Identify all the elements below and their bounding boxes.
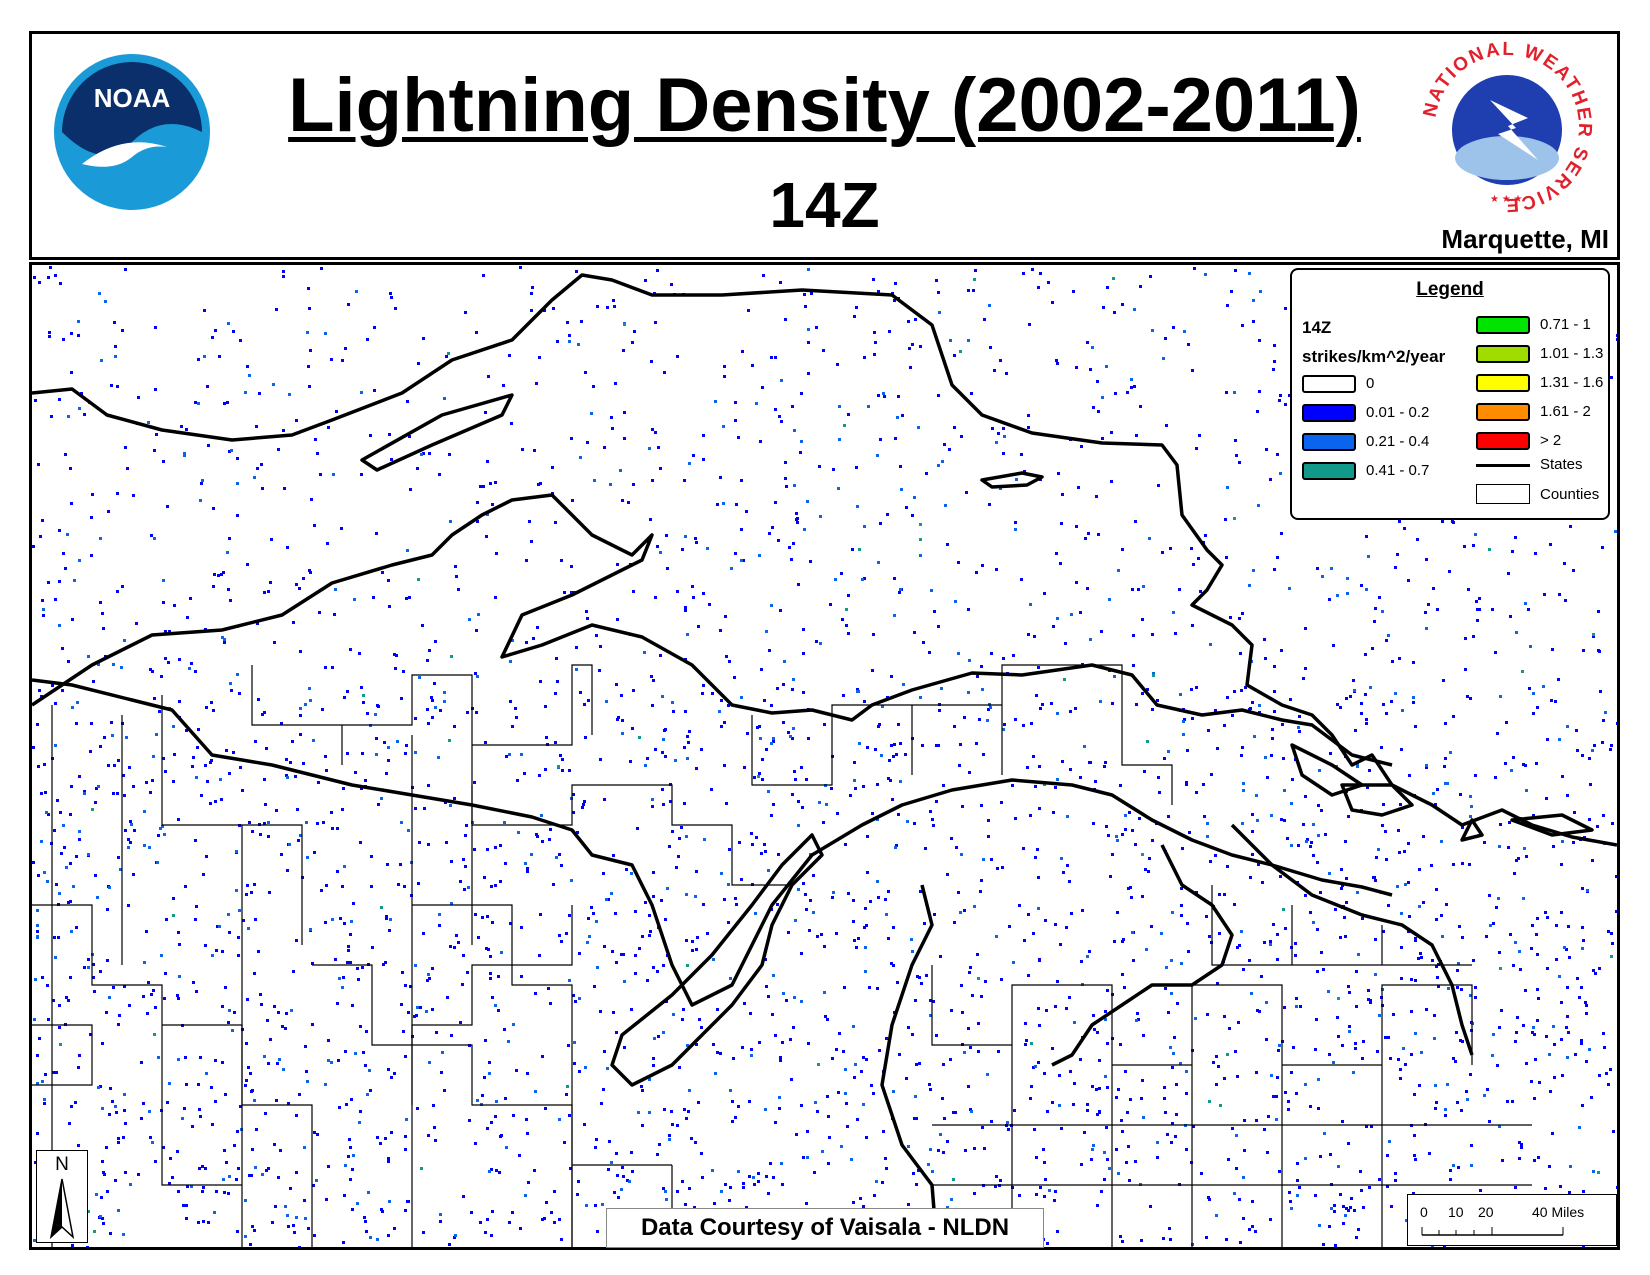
legend-class-label: 0.01 - 0.2 bbox=[1366, 404, 1430, 421]
nws-logo: NATIONAL WEATHER SERVICE ★ ★ ★ bbox=[1420, 40, 1593, 215]
legend-swatch bbox=[1476, 345, 1530, 363]
legend-unit: strikes/km^2/year bbox=[1302, 347, 1446, 366]
legend-swatch bbox=[1302, 433, 1356, 451]
legend-states-label: States bbox=[1540, 456, 1583, 473]
counties-swatch bbox=[1476, 484, 1530, 504]
legend-class-label: 0 bbox=[1366, 375, 1375, 392]
scale-label-10: 10 bbox=[1448, 1204, 1464, 1220]
north-arrow-icon bbox=[49, 1178, 75, 1240]
north-arrow: N bbox=[36, 1150, 88, 1243]
legend-title: Legend bbox=[1416, 279, 1484, 300]
legend-class-label: > 2 bbox=[1540, 432, 1562, 449]
legend-swatch bbox=[1476, 403, 1530, 421]
map-title: Lightning Density (2002-2011) bbox=[288, 63, 1361, 148]
states-line-swatch bbox=[1476, 464, 1530, 467]
legend-swatch bbox=[1302, 462, 1356, 480]
legend-class-label: 1.01 - 1.3 bbox=[1540, 345, 1604, 362]
svg-text:★ ★ ★: ★ ★ ★ bbox=[1490, 194, 1522, 205]
county-boundaries bbox=[32, 664, 1532, 1247]
legend-swatch bbox=[1476, 374, 1530, 392]
legend-swatch bbox=[1476, 432, 1530, 450]
legend-swatch bbox=[1476, 316, 1530, 334]
legend-swatch bbox=[1302, 404, 1356, 422]
scale-label-0: 0 bbox=[1420, 1204, 1428, 1220]
legend-class-label: 1.61 - 2 bbox=[1540, 403, 1591, 420]
svg-text:NOAA: NOAA bbox=[94, 83, 171, 113]
coastline-state-boundaries bbox=[32, 273, 1617, 1247]
map-legend: Legend 14Z strikes/km^2/year 0 0.01 - 0.2… bbox=[1290, 268, 1610, 520]
scale-label-20: 20 bbox=[1478, 1204, 1494, 1220]
legend-time: 14Z bbox=[1302, 318, 1332, 337]
office-label: Marquette, MI bbox=[1441, 224, 1609, 254]
legend-counties-label: Counties bbox=[1540, 486, 1600, 503]
legend-swatch bbox=[1302, 375, 1356, 393]
legend-class-label: 0.21 - 0.4 bbox=[1366, 433, 1430, 450]
north-label: N bbox=[55, 1154, 69, 1175]
scale-bar: 0 10 20 40 Miles bbox=[1407, 1194, 1617, 1246]
map-subtitle: 14Z bbox=[769, 169, 880, 241]
header-panel: NOAA Lightning Density (2002-2011) 14Z N… bbox=[29, 31, 1620, 260]
legend-class-label: 0.71 - 1 bbox=[1540, 316, 1591, 333]
lightning-density-map bbox=[32, 266, 1617, 1247]
legend-class-label: 1.31 - 1.6 bbox=[1540, 374, 1604, 391]
scale-bar-ticks bbox=[1421, 1227, 1564, 1236]
scale-label-40: 40 Miles bbox=[1532, 1204, 1585, 1220]
data-credit: Data Courtesy of Vaisala - NLDN bbox=[606, 1208, 1044, 1248]
legend-class-label: 0.41 - 0.7 bbox=[1366, 462, 1430, 479]
noaa-logo: NOAA bbox=[54, 54, 210, 210]
